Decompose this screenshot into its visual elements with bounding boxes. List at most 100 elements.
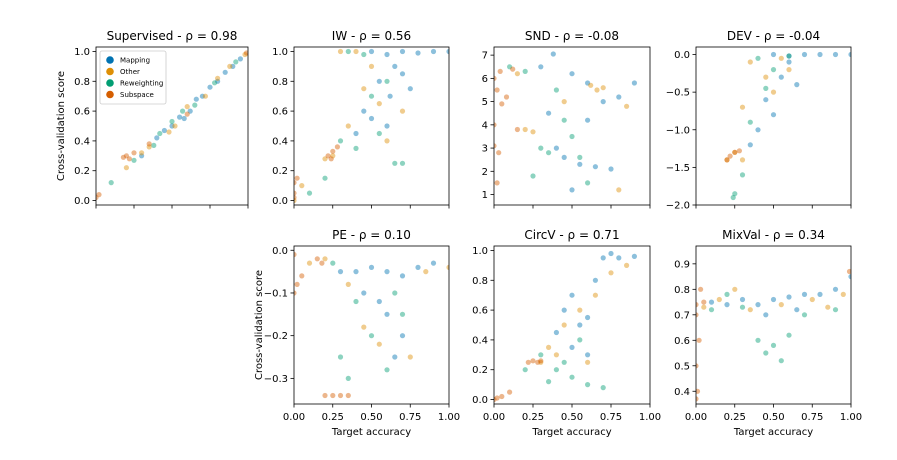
- data-point-reweighting: [585, 180, 591, 186]
- data-point-reweighting: [157, 130, 163, 137]
- data-point-mapping: [569, 187, 575, 193]
- data-point-reweighting: [507, 64, 513, 70]
- x-tick-label: 0.00: [283, 412, 305, 423]
- data-point-reweighting: [546, 379, 552, 385]
- data-point-reweighting: [577, 337, 583, 343]
- data-point-subspace: [146, 141, 152, 147]
- data-point-mapping: [392, 63, 398, 69]
- data-point-subspace: [696, 396, 699, 402]
- y-tick-label: 0.4: [272, 136, 288, 147]
- data-point-other: [747, 307, 753, 313]
- data-point-mapping: [616, 255, 622, 261]
- data-point-reweighting: [522, 367, 528, 373]
- data-point-mapping: [631, 253, 638, 259]
- legend-frame: [99, 50, 167, 105]
- legend-marker-reweighting: [106, 79, 114, 87]
- data-point-mapping: [407, 86, 413, 92]
- data-point-other: [825, 304, 831, 310]
- data-point-reweighting: [553, 87, 560, 93]
- data-point-reweighting: [322, 175, 328, 181]
- data-point-subspace: [322, 392, 328, 399]
- data-point-mapping: [817, 51, 823, 58]
- data-point-mapping: [361, 290, 367, 296]
- data-point-mapping: [399, 71, 406, 77]
- data-point-mapping: [569, 344, 575, 350]
- data-point-mapping: [631, 80, 638, 86]
- point-group: [294, 251, 449, 399]
- data-point-other: [763, 74, 769, 80]
- data-point-subspace: [120, 154, 126, 160]
- data-point-subspace: [126, 156, 132, 162]
- data-point-reweighting: [600, 385, 606, 391]
- data-point-mapping: [817, 291, 823, 297]
- data-point-subspace: [294, 290, 297, 296]
- data-point-subspace: [736, 148, 743, 154]
- data-point-subspace: [696, 388, 701, 394]
- y-tick-label: −1.0: [666, 125, 690, 136]
- data-point-other: [701, 304, 707, 310]
- data-point-reweighting: [724, 291, 730, 297]
- data-point-other: [546, 344, 552, 350]
- y-tick-label: 0.0: [674, 50, 690, 61]
- data-point-mapping: [600, 255, 606, 261]
- data-point-mapping: [786, 53, 792, 59]
- data-point-other: [123, 165, 129, 171]
- data-point-mapping: [585, 80, 591, 86]
- x-tick-label: 0.50: [360, 412, 382, 423]
- data-point-mapping: [384, 311, 390, 317]
- data-point-other: [166, 129, 172, 135]
- data-point-other: [215, 75, 221, 81]
- data-point-subspace: [497, 68, 503, 74]
- data-point-subspace: [494, 122, 497, 128]
- data-point-mapping: [755, 127, 761, 133]
- subplot-title: DEV - ρ = -0.04: [727, 29, 820, 43]
- y-tick-label: 1: [482, 190, 488, 201]
- data-point-mapping: [778, 74, 784, 80]
- y-tick-label: 0.9: [674, 259, 690, 270]
- y-tick-label: 0.8: [74, 77, 90, 88]
- data-point-subspace: [337, 392, 344, 399]
- data-point-reweighting: [376, 130, 382, 137]
- point-group: [494, 250, 638, 403]
- data-point-reweighting: [553, 367, 560, 373]
- y-tick-label: 0.8: [674, 285, 690, 296]
- subplot-title: MixVal - ρ = 0.34: [722, 228, 825, 242]
- data-point-reweighting: [108, 180, 114, 186]
- data-point-other: [770, 89, 777, 95]
- data-point-subspace: [514, 126, 521, 133]
- data-point-mapping: [207, 84, 213, 90]
- data-point-other: [227, 63, 233, 69]
- data-point-reweighting: [337, 138, 344, 144]
- data-point-reweighting: [330, 260, 336, 266]
- data-point-mapping: [585, 352, 591, 358]
- data-point-subspace: [503, 94, 510, 100]
- data-point-other: [538, 359, 544, 365]
- data-point-other: [732, 286, 738, 292]
- data-point-subspace: [496, 150, 502, 156]
- data-point-mapping: [187, 108, 193, 114]
- data-point-reweighting: [368, 333, 375, 339]
- subplot-7: 0.00 0.25 0.50 0.75 1.00 0.4 0.5 0.6 0.7 0.8 0.9 Mi…: [674, 228, 862, 438]
- data-point-reweighting: [538, 145, 544, 151]
- data-point-subspace: [328, 156, 334, 162]
- data-point-other: [732, 149, 738, 155]
- data-point-mapping: [430, 48, 437, 55]
- x-tick-label: 0.25: [322, 412, 344, 423]
- data-point-reweighting: [399, 160, 406, 166]
- data-point-reweighting: [770, 67, 777, 73]
- data-point-mapping: [747, 142, 753, 148]
- data-point-other: [242, 51, 248, 58]
- y-tick-label: 0.8: [472, 276, 488, 287]
- data-point-reweighting: [368, 93, 375, 99]
- subplot-3: 1 2 3 4 5 6 7 SND - ρ = -0.08: [482, 29, 651, 209]
- data-point-reweighting: [739, 304, 746, 310]
- y-tick-label: 0.0: [74, 196, 90, 207]
- data-point-mapping: [786, 59, 792, 65]
- data-point-reweighting: [530, 173, 536, 179]
- y-axis-label: Cross-validation score: [56, 71, 67, 181]
- data-point-other: [172, 123, 178, 129]
- data-point-reweighting: [392, 290, 398, 296]
- data-point-mapping: [770, 51, 777, 58]
- x-tick-label: 0.25: [724, 412, 746, 423]
- axes-frame: [493, 245, 651, 405]
